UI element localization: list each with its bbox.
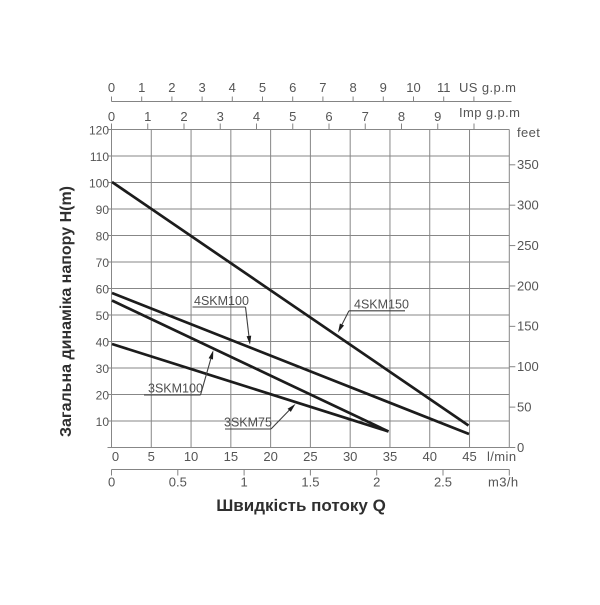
svg-text:300: 300	[517, 197, 539, 212]
svg-text:US g.p.m: US g.p.m	[459, 80, 516, 95]
svg-text:3SKM75: 3SKM75	[224, 416, 272, 430]
svg-text:11: 11	[437, 80, 451, 95]
svg-text:m3/h: m3/h	[488, 475, 519, 490]
svg-text:1: 1	[240, 475, 247, 490]
svg-text:250: 250	[517, 238, 539, 253]
svg-text:40: 40	[96, 335, 110, 349]
svg-text:50: 50	[517, 399, 531, 414]
svg-text:9: 9	[380, 80, 387, 95]
svg-text:60: 60	[96, 282, 110, 296]
svg-text:120: 120	[89, 123, 109, 137]
svg-text:350: 350	[517, 157, 539, 172]
svg-text:1: 1	[138, 80, 145, 95]
svg-text:7: 7	[362, 109, 369, 124]
svg-text:3: 3	[198, 80, 205, 95]
svg-text:2: 2	[373, 475, 380, 490]
svg-text:3: 3	[217, 109, 224, 124]
svg-text:5: 5	[148, 449, 155, 464]
svg-text:10: 10	[184, 449, 198, 464]
svg-text:110: 110	[90, 150, 109, 164]
svg-text:8: 8	[398, 109, 405, 124]
svg-text:feet: feet	[517, 125, 540, 140]
svg-text:Imp g.p.m: Imp g.p.m	[459, 105, 520, 120]
svg-text:90: 90	[96, 203, 110, 217]
svg-text:30: 30	[96, 362, 110, 376]
svg-text:l/min: l/min	[487, 449, 516, 464]
svg-text:Швидкість потоку Q: Швидкість потоку Q	[216, 496, 386, 515]
svg-text:0: 0	[108, 109, 115, 124]
svg-text:6: 6	[289, 80, 296, 95]
svg-text:8: 8	[349, 80, 356, 95]
svg-text:0: 0	[108, 475, 115, 490]
svg-text:0.5: 0.5	[169, 475, 187, 490]
svg-text:100: 100	[517, 359, 539, 374]
svg-text:0: 0	[517, 440, 524, 455]
svg-text:40: 40	[423, 449, 437, 464]
svg-text:Загальна динаміка напору H(m): Загальна динаміка напору H(m)	[58, 186, 75, 437]
svg-text:45: 45	[462, 449, 476, 464]
svg-text:15: 15	[224, 449, 238, 464]
svg-text:150: 150	[517, 319, 539, 334]
svg-text:20: 20	[263, 449, 277, 464]
svg-text:30: 30	[343, 449, 357, 464]
svg-text:0: 0	[112, 449, 119, 464]
svg-text:2: 2	[168, 80, 175, 95]
svg-text:0: 0	[108, 80, 115, 95]
svg-text:1: 1	[144, 109, 151, 124]
svg-text:4SKM100: 4SKM100	[194, 294, 249, 308]
svg-text:80: 80	[96, 229, 110, 243]
svg-text:2: 2	[180, 109, 187, 124]
svg-text:5: 5	[289, 109, 296, 124]
svg-text:20: 20	[96, 388, 110, 402]
svg-text:10: 10	[96, 415, 110, 429]
svg-text:4SKM150: 4SKM150	[354, 298, 409, 312]
svg-text:1.5: 1.5	[301, 475, 319, 490]
svg-text:35: 35	[383, 449, 397, 464]
svg-text:200: 200	[517, 278, 539, 293]
svg-text:50: 50	[96, 309, 110, 323]
svg-text:3SKM100: 3SKM100	[148, 382, 203, 396]
svg-text:5: 5	[259, 80, 266, 95]
svg-text:7: 7	[319, 80, 326, 95]
svg-text:2.5: 2.5	[434, 475, 452, 490]
svg-text:25: 25	[303, 449, 317, 464]
svg-text:4: 4	[229, 80, 236, 95]
svg-text:6: 6	[325, 109, 332, 124]
svg-text:70: 70	[96, 256, 110, 270]
svg-text:10: 10	[406, 80, 420, 95]
svg-text:100: 100	[89, 176, 109, 190]
svg-text:9: 9	[434, 109, 441, 124]
svg-text:4: 4	[253, 109, 260, 124]
